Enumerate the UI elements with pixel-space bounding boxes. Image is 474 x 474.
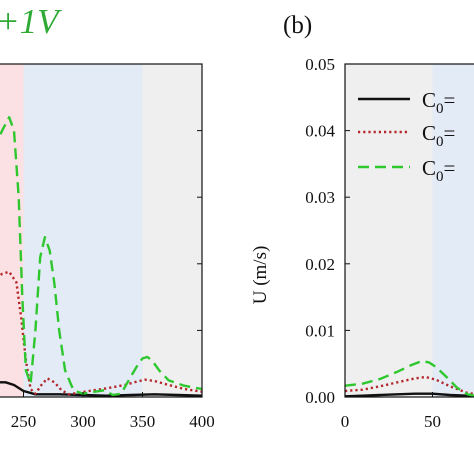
panel-b: 0501000.000.010.020.030.040.05 bbox=[305, 55, 474, 431]
panel-b-y-tick-label: 0.01 bbox=[305, 321, 335, 340]
panel-a-x-tick-label: 250 bbox=[11, 412, 37, 431]
panel-a-series-dashed-line bbox=[0, 116, 203, 397]
panel-b-y-axis-label: U (m/s) bbox=[250, 246, 271, 305]
panel-b-y-tick-label: 0.03 bbox=[305, 188, 335, 207]
panel-b-y-tick-label: 0.04 bbox=[305, 122, 335, 141]
panel-b-region-0 bbox=[345, 64, 433, 397]
panel-b-x-tick-label: 0 bbox=[341, 412, 350, 431]
panel-a-region-0 bbox=[0, 64, 24, 397]
panel-b-x-tick-label: 50 bbox=[424, 412, 441, 431]
panel-a-series-solid-line bbox=[0, 381, 203, 397]
panel-a-x-tick-label: 300 bbox=[70, 412, 96, 431]
panel-a-region-2 bbox=[142, 64, 202, 397]
panel-b-y-tick-label: 0.00 bbox=[305, 388, 335, 407]
panel-a-x-tick-label: 400 bbox=[189, 412, 215, 431]
panel-b-y-tick-label: 0.02 bbox=[305, 255, 335, 274]
panel-b-label: (b) bbox=[283, 12, 312, 39]
panel-b-region-1 bbox=[432, 64, 474, 397]
panel-b-y-tick-label: 0.05 bbox=[305, 55, 335, 74]
panel-b-series-dashed-line bbox=[344, 359, 474, 397]
panel-a-title: +1V bbox=[0, 2, 62, 41]
panel-a-region-1 bbox=[23, 64, 143, 397]
panel-a-series-dotted-line bbox=[0, 270, 203, 396]
panel-a-x-tick-label: 350 bbox=[130, 412, 156, 431]
panel-a: 250 300 350 400 bbox=[0, 63, 215, 431]
